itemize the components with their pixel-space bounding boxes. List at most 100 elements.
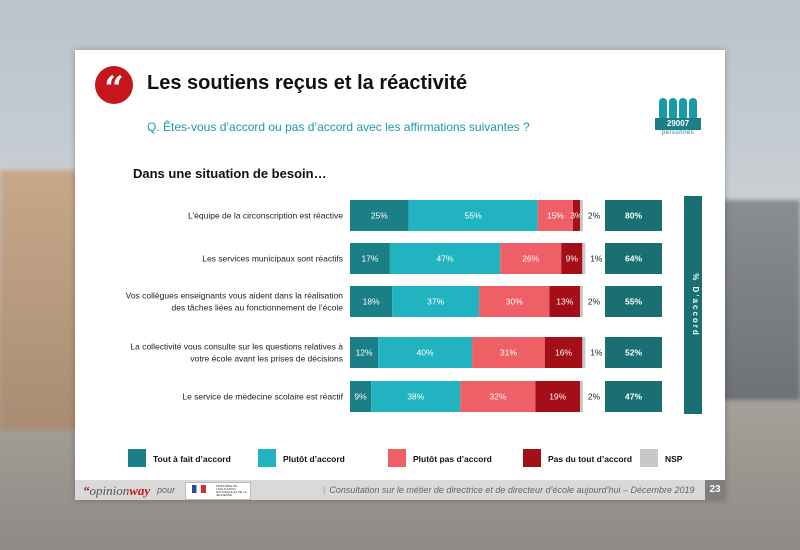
accord-total-label: 55% [625,297,642,307]
consultation-label: Consultation sur le métier de directrice… [329,485,695,495]
segment-pas-du-tout [572,200,580,231]
opinionway-logo: “opinionway [83,483,150,499]
legend-label: Plutôt pas d’accord [413,454,492,464]
nsp-label: 1% [590,254,603,264]
segment-nsp [580,286,583,317]
segment-plutot [389,243,501,274]
sample-count: 29007 [655,118,701,130]
data-label: 15% [547,211,564,221]
data-label: 19% [549,392,566,402]
category-label: des tâches liées au fonctionnement de l’… [171,303,343,313]
accord-total-box [605,337,662,368]
segment-nsp [580,200,583,231]
nsp-label: 1% [590,348,603,358]
data-label: 30% [506,297,523,307]
segment-tout-a-fait [350,337,379,368]
category-label: Les services municipaux sont réactifs [202,254,343,264]
segment-plutot-pas [460,381,536,412]
accord-total-box [605,200,662,231]
segment-plutot-pas [537,200,573,231]
data-label: 37% [427,297,444,307]
page-title: Les soutiens reçus et la réactivité [147,72,468,94]
sample-size-badge: 29007 personnes [655,96,701,140]
accord-axis-band [684,196,702,414]
sample-label: personnes [661,130,695,136]
background-building-right [710,200,800,400]
legend-swatch [523,449,541,467]
ministry-logo: MINISTÈRE DE L’ÉDUCATION NATIONALE ET DE… [185,482,251,500]
segment-tout-a-fait [350,200,409,231]
accord-total-label: 52% [625,348,642,358]
data-label: 12% [356,348,373,358]
category-label: votre école avant les prises de décision… [190,354,343,364]
category-label: Le service de médecine scolaire est réac… [182,392,343,402]
segment-plutot [408,200,538,231]
data-label: 17% [361,254,378,264]
accord-total-box [605,243,662,274]
flag-icon [192,485,206,493]
data-label: 32% [489,392,506,402]
brand-main: opinion [89,483,130,498]
question-text: Q. Êtes-vous d’accord ou pas d’accord av… [147,120,530,134]
data-label: 13% [556,297,573,307]
accord-total-box [605,286,662,317]
segment-plutot [392,286,480,317]
quote-icon: “ [95,66,133,109]
segment-plutot-pas [472,337,545,368]
segment-pas-du-tout [544,337,583,368]
legend-swatch [128,449,146,467]
legend-swatch [388,449,406,467]
category-label: La collectivité vous consulte sur les qu… [130,342,343,352]
legend-label: Tout à fait d’accord [153,454,231,464]
data-label: 3% [570,211,583,221]
legend-label: Pas du tout d’accord [548,454,632,464]
accord-total-label: 80% [625,211,642,221]
data-label: 16% [555,348,572,358]
segment-pas-du-tout [535,381,580,412]
segment-plutot-pas [500,243,562,274]
legend-label: Plutôt d’accord [283,454,345,464]
stacked-bar-chart: L’équipe de la circonscription est réact… [126,196,702,467]
segment-tout-a-fait [350,243,390,274]
chart-subtitle: Dans une situation de besoin… [133,166,327,181]
data-label: 40% [417,348,434,358]
segment-plutot [371,381,461,412]
pour-label: pour [157,485,176,495]
data-label: 9% [354,392,367,402]
accord-total-label: 64% [625,254,642,264]
legend-swatch [640,449,658,467]
data-label: 31% [500,348,517,358]
data-label: 26% [522,254,539,264]
brand-quote: “ [83,483,90,498]
data-label: 18% [363,297,380,307]
segment-nsp [582,243,586,274]
segment-plutot [378,337,473,368]
data-label: 25% [371,211,388,221]
consultation-text: | Consultation sur le métier de directric… [323,485,695,495]
segment-tout-a-fait [350,381,372,412]
ministry-text: MINISTÈRE DE L’ÉDUCATION NATIONALE ET DE… [216,484,247,497]
segment-pas-du-tout [561,243,583,274]
people-icon [655,96,701,118]
data-label: 55% [465,211,482,221]
segment-nsp [580,381,583,412]
legend-label: NSP [665,454,683,464]
category-label: Vos collègues enseignants vous aident da… [126,291,344,301]
accord-total-box [605,381,662,412]
data-label: 47% [437,254,454,264]
data-label: 9% [566,254,579,264]
segment-pas-du-tout [549,286,580,317]
separator: | [323,485,326,495]
footer-bar: “opinionway pour MINISTÈRE DE L’ÉDUCATIO… [75,480,725,500]
segment-plutot-pas [479,286,550,317]
accord-axis-label: % D’accord [691,273,700,337]
nsp-label: 2% [588,297,601,307]
slide: “ Les soutiens reçus et la réactivité Q.… [75,50,725,500]
nsp-label: 2% [588,211,601,221]
legend-swatch [258,449,276,467]
segment-nsp [582,337,586,368]
page-number: 23 [705,480,725,500]
segment-tout-a-fait [350,286,393,317]
nsp-label: 2% [588,392,601,402]
brand-tail: way [129,483,151,498]
